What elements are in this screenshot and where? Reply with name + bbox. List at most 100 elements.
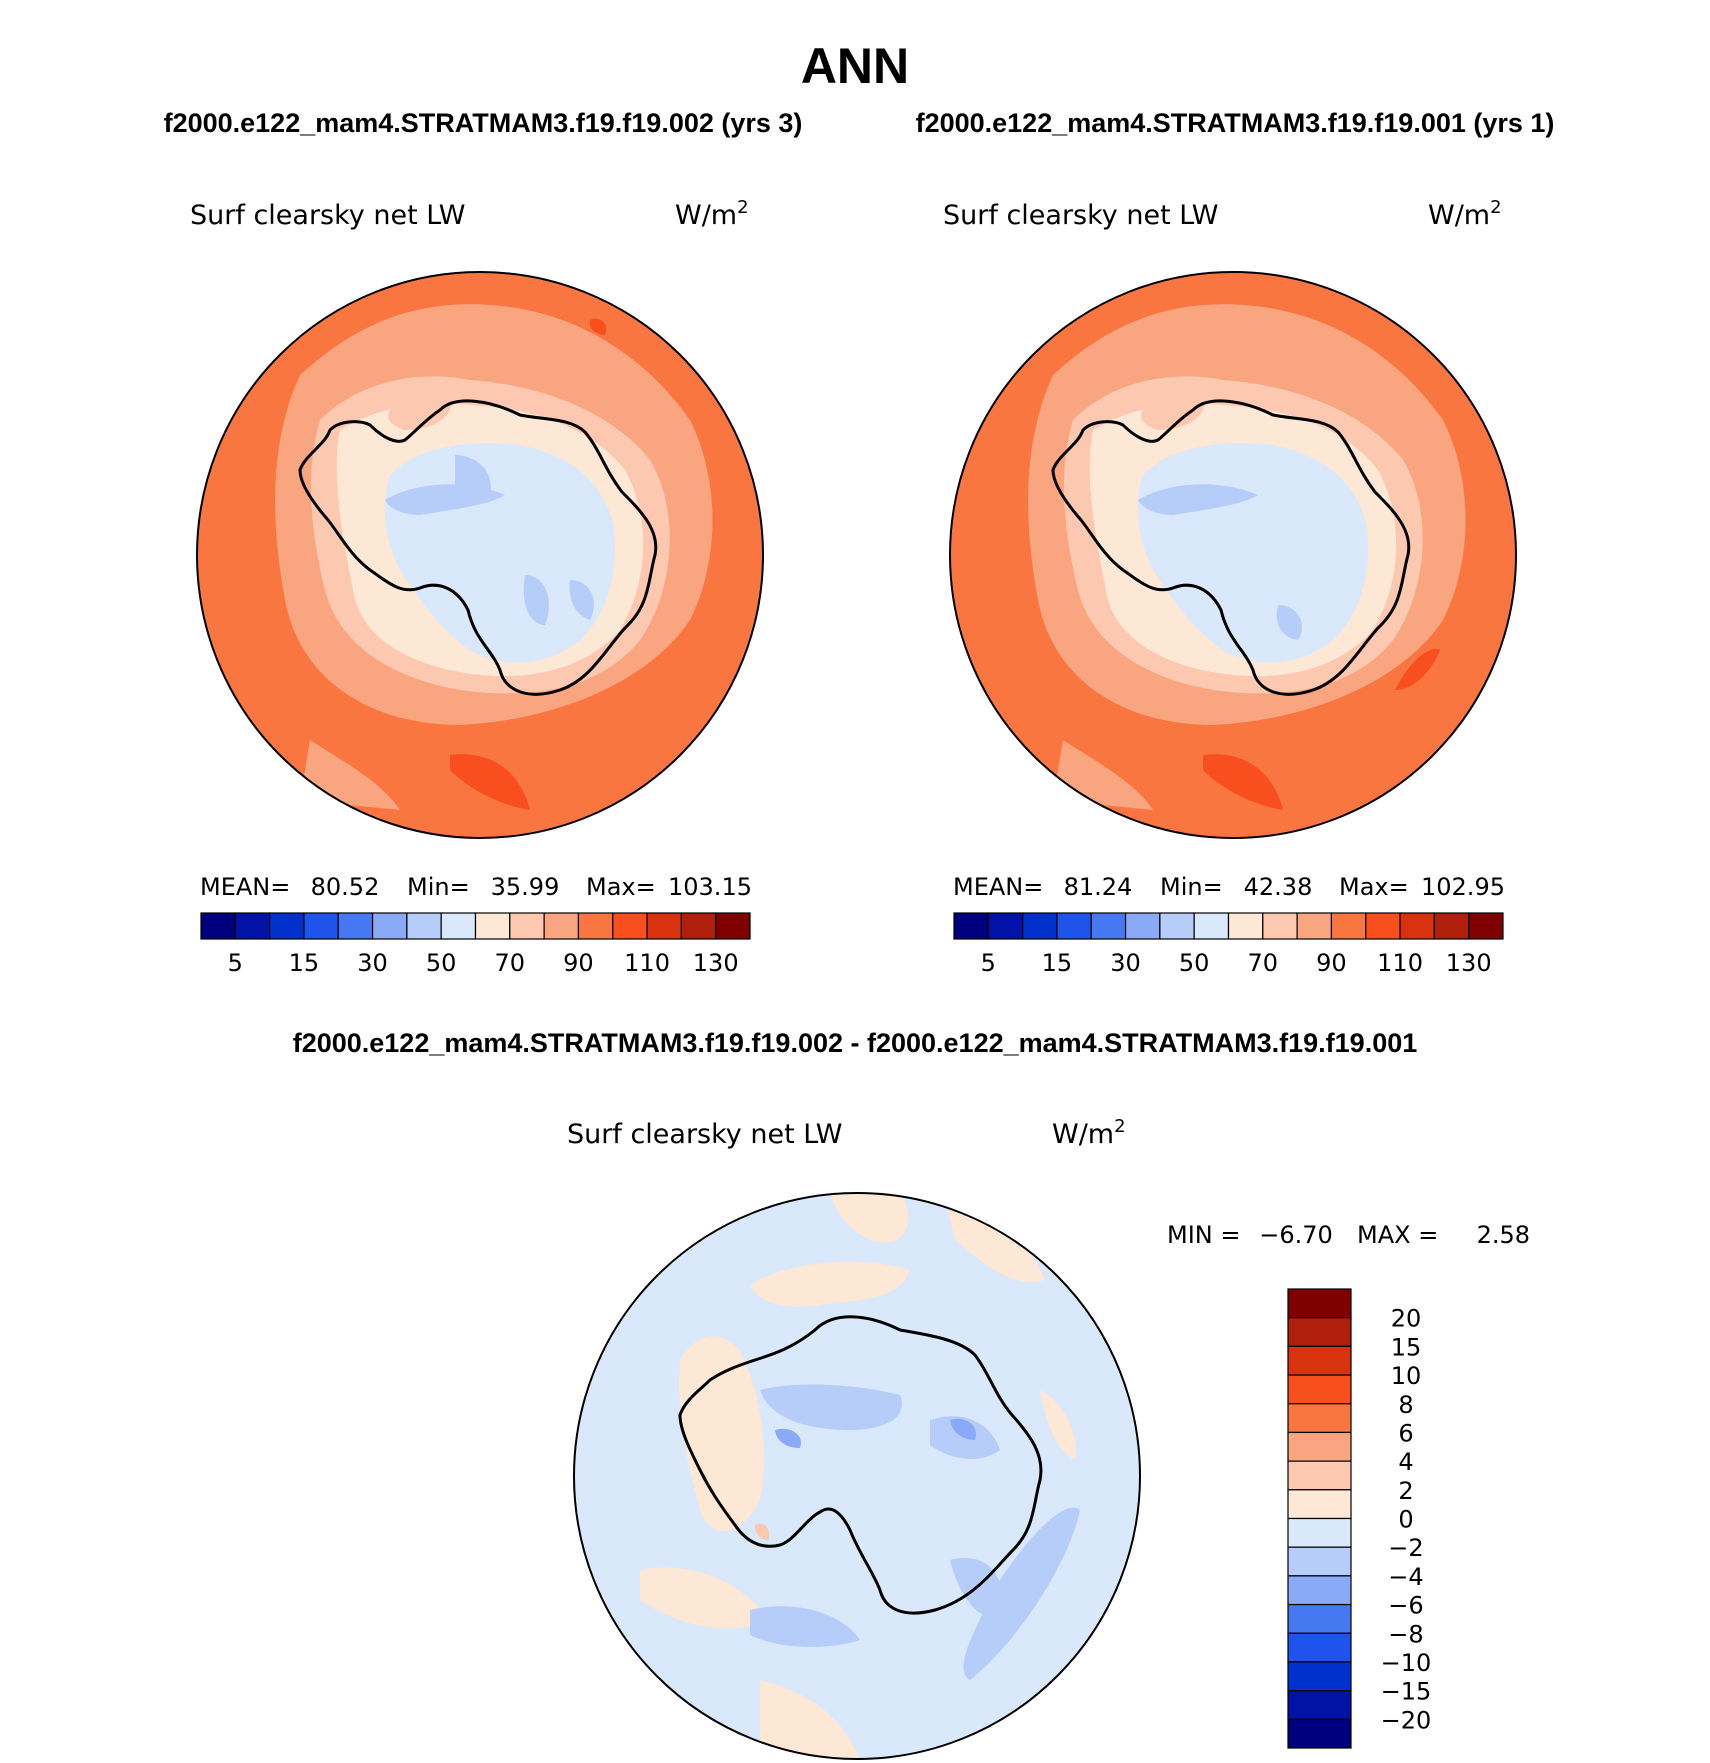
colorbar-swatch [1159, 912, 1195, 940]
colorbar-tick-label: 130 [693, 949, 739, 977]
mean-value: 80.52 [311, 873, 380, 901]
colorbar-tick-label: 8 [1398, 1391, 1413, 1419]
colorbar-tick-label: 6 [1398, 1419, 1413, 1447]
colorbar-tick-label: 15 [1391, 1333, 1422, 1361]
colorbar-swatch [1296, 912, 1333, 940]
colorbar-swatch [1287, 1575, 1352, 1606]
colorbar-tick-label: 5 [981, 949, 996, 977]
map-case1 [197, 272, 763, 838]
colorbar-swatch [1287, 1546, 1352, 1577]
colorbar-tick-label: −20 [1381, 1706, 1432, 1734]
min-label: Min= [1160, 873, 1223, 901]
colorbar-swatch [1287, 1288, 1352, 1319]
svg-text:MEAN=: MEAN= [200, 873, 290, 901]
colorbar-swatch [1287, 1431, 1352, 1462]
colorbar-tick-label: 2 [1398, 1477, 1413, 1505]
diff-header: f2000.e122_mam4.STRATMAM3.f19.f19.002 - … [293, 1028, 1418, 1058]
map-border [573, 1192, 1141, 1760]
case2-header: f2000.e122_mam4.STRATMAM3.f19.f19.001 (y… [916, 108, 1555, 138]
colorbar-tick-label: 110 [1377, 949, 1423, 977]
colorbar-swatch [1227, 912, 1264, 940]
colorbar-tick-label: 50 [426, 949, 457, 977]
colorbar-swatch [1262, 912, 1298, 940]
colorbar-swatch [1330, 912, 1367, 940]
colorbar-swatch [1287, 1460, 1352, 1491]
colorbar-tick-label: 110 [624, 949, 670, 977]
diff-variable: Surf clearsky net LW [567, 1119, 843, 1150]
mean-label: MEAN= [200, 873, 290, 901]
colorbar-tick-label: −8 [1388, 1620, 1423, 1648]
colorbar-swatch [543, 912, 580, 940]
panel1-units: W/m2 [675, 197, 749, 231]
colorbar-swatch [371, 912, 408, 940]
colorbar-tick-label: −10 [1381, 1649, 1432, 1677]
map-border [196, 271, 764, 839]
colorbar-tick-label: 20 [1391, 1305, 1422, 1333]
colorbar-case1: 5 15 30 50 70 90 110 130 [200, 912, 751, 977]
mean-label: MEAN= [953, 873, 1043, 901]
colorbar-tick-label: 10 [1391, 1362, 1422, 1390]
panel-difference: Surf clearsky net LW W/m2 MIN = −6.70 MA… [567, 1116, 1530, 1760]
colorbar-tick-label: 15 [289, 949, 320, 977]
colorbar-swatch [1287, 1603, 1352, 1634]
colorbar-swatch [1287, 1690, 1352, 1720]
colorbar-swatch [269, 912, 305, 940]
diff-min-value: −6.70 [1259, 1221, 1333, 1249]
colorbar-swatch [1287, 1517, 1352, 1548]
diff-max-value: 2.58 [1477, 1221, 1530, 1249]
panel1-variable: Surf clearsky net LW [190, 200, 466, 231]
map-border [949, 271, 1517, 839]
panel-case2: Surf clearsky net LW W/m2 MEAN= 81.24 Mi… [943, 197, 1517, 977]
colorbar-swatch [1287, 1661, 1352, 1692]
colorbar-swatch [1124, 912, 1161, 940]
antarctic-coastline [678, 1315, 1043, 1615]
max-value: 102.95 [1421, 873, 1505, 901]
colorbar-tick-label: −2 [1388, 1534, 1423, 1562]
colorbar-swatch [1287, 1632, 1352, 1663]
colorbar-tick-label: 30 [357, 949, 388, 977]
colorbar-swatch [1287, 1374, 1352, 1405]
colorbar-swatch [234, 912, 271, 940]
case1-header: f2000.e122_mam4.STRATMAM3.f19.f19.002 (y… [164, 108, 803, 138]
colorbar-tick-label: 70 [495, 949, 526, 977]
map-difference [574, 1193, 1140, 1759]
colorbar-tick-label: 5 [228, 949, 243, 977]
colorbar-swatch [1287, 1718, 1352, 1749]
colorbar-swatch [509, 912, 545, 940]
min-value: 42.38 [1244, 873, 1313, 901]
colorbar-tick-label: 90 [563, 949, 594, 977]
colorbar-swatch [1056, 912, 1092, 940]
panel2-units: W/m2 [1428, 197, 1502, 231]
colorbar-swatch [646, 912, 682, 940]
colorbar-case2: 5 15 30 50 70 90 110 130 [953, 912, 1504, 977]
colorbar-tick-label: −15 [1381, 1678, 1432, 1706]
colorbar-swatch [577, 912, 614, 940]
colorbar-swatch [680, 912, 717, 940]
colorbar-swatch [1090, 912, 1127, 940]
panel2-variable: Surf clearsky net LW [943, 200, 1219, 231]
colorbar-swatch [612, 912, 648, 940]
colorbar-swatch [200, 912, 236, 940]
colorbar-swatch [1287, 1345, 1352, 1376]
colorbar-tick-label: 70 [1248, 949, 1279, 977]
colorbar-swatch [440, 912, 477, 940]
colorbar-swatch [1287, 1317, 1352, 1347]
colorbar-tick-label: 30 [1110, 949, 1141, 977]
colorbar-swatch [1193, 912, 1230, 940]
colorbar-swatch [715, 912, 751, 940]
diff-max-label: MAX = [1357, 1221, 1438, 1249]
diff-units: W/m2 [1052, 1116, 1126, 1150]
colorbar-swatch [1468, 912, 1504, 940]
colorbar-tick-label: 0 [1398, 1506, 1413, 1534]
main-title: ANN [801, 38, 909, 94]
colorbar-swatch [1022, 912, 1058, 940]
diff-min-label: MIN = [1167, 1221, 1240, 1249]
colorbar-tick-label: 15 [1042, 949, 1073, 977]
antarctic-coastline [298, 399, 658, 696]
colorbar-swatch [1287, 1403, 1352, 1434]
colorbar-swatch [406, 912, 442, 940]
colorbar-swatch [337, 912, 374, 940]
colorbar-tick-label: 50 [1179, 949, 1210, 977]
colorbar-swatch [987, 912, 1024, 940]
colorbar-swatch [474, 912, 511, 940]
